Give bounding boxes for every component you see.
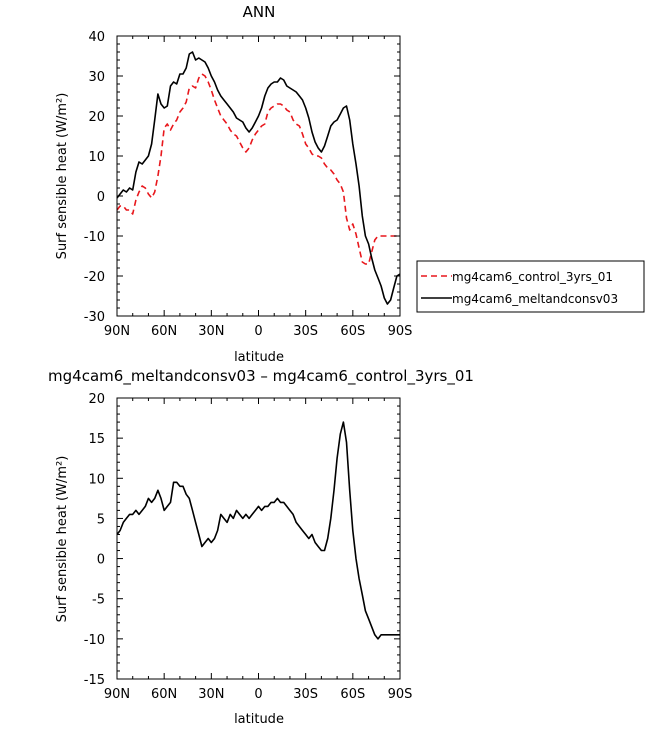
top-x-tick-label: 60N: [151, 324, 177, 339]
top-x-axis-title: latitude: [234, 350, 284, 365]
bottom-plot-title: mg4cam6_meltandconsv03 – mg4cam6_control…: [48, 367, 474, 386]
top-x-tick-label: 90S: [388, 324, 413, 339]
bottom-series-group: [116, 421, 400, 640]
bottom-x-tick-label: 60N: [151, 687, 177, 702]
top-y-tick-label: -20: [84, 270, 105, 285]
top-y-tick-label: 0: [97, 190, 105, 205]
top-x-tick-label: 60S: [340, 324, 365, 339]
top-x-tick-label: 90N: [104, 324, 130, 339]
bottom-axis-ticks: 90N 60N 30N 0 30S 60S 90S 20 15 10 5 0 -5 -10 -15: [84, 392, 413, 702]
bottom-y-axis-title: Surf sensible heat (W/m²): [55, 456, 70, 623]
bottom-y-tick-label: 20: [88, 392, 105, 407]
top-y-tick-label: -10: [84, 230, 105, 245]
top-y-axis-title: Surf sensible heat (W/m²): [55, 93, 70, 260]
top-series-line-1: [116, 51, 401, 305]
bottom-x-tick-label: 60S: [340, 687, 365, 702]
top-y-tick-label: -30: [84, 310, 105, 325]
bottom-x-tick-label: 30N: [198, 687, 224, 702]
top-panel: ANN Surf sensible heat (W/m²) latitude 9…: [55, 3, 645, 365]
bottom-x-axis-title: latitude: [234, 712, 284, 727]
top-plot-title: ANN: [243, 3, 276, 21]
bottom-y-tick-label: 15: [88, 432, 105, 447]
bottom-y-tick-label: 10: [88, 472, 105, 487]
top-y-tick-label: 20: [88, 110, 105, 125]
bottom-panel: mg4cam6_meltandconsv03 – mg4cam6_control…: [48, 367, 474, 727]
top-axis-ticks: 90N 60N 30N 0 30S 60S 90S 40 30 20 10 0 -10 -20 -30: [84, 30, 413, 339]
bottom-plot-frame: [116, 397, 401, 680]
bottom-series-line-0: [116, 421, 400, 640]
top-y-tick-label: 10: [88, 150, 105, 165]
legend-label-control: mg4cam6_control_3yrs_01: [452, 270, 613, 284]
bottom-y-tick-label: -5: [92, 593, 105, 608]
legend-label-meltandconsv: mg4cam6_meltandconsv03: [452, 292, 618, 306]
bottom-y-tick-label: -10: [84, 633, 105, 648]
top-series-line-0: [116, 73, 400, 265]
top-y-tick-label: 30: [88, 70, 105, 85]
legend-box: [416, 260, 645, 313]
bottom-y-tick-label: -15: [84, 673, 105, 688]
bottom-y-tick-label: 0: [97, 553, 105, 568]
bottom-x-tick-label: 30S: [293, 687, 318, 702]
bottom-y-tick-label: 5: [97, 512, 105, 527]
top-x-tick-label: 0: [254, 324, 262, 339]
top-y-tick-label: 40: [88, 30, 105, 45]
bottom-x-tick-label: 90S: [388, 687, 413, 702]
top-x-tick-label: 30S: [293, 324, 318, 339]
bottom-x-tick-label: 0: [254, 687, 262, 702]
top-series-group: [116, 51, 401, 305]
legend: mg4cam6_control_3yrs_01 mg4cam6_meltandc…: [416, 260, 645, 313]
top-x-tick-label: 30N: [198, 324, 224, 339]
bottom-x-tick-label: 90N: [104, 687, 130, 702]
